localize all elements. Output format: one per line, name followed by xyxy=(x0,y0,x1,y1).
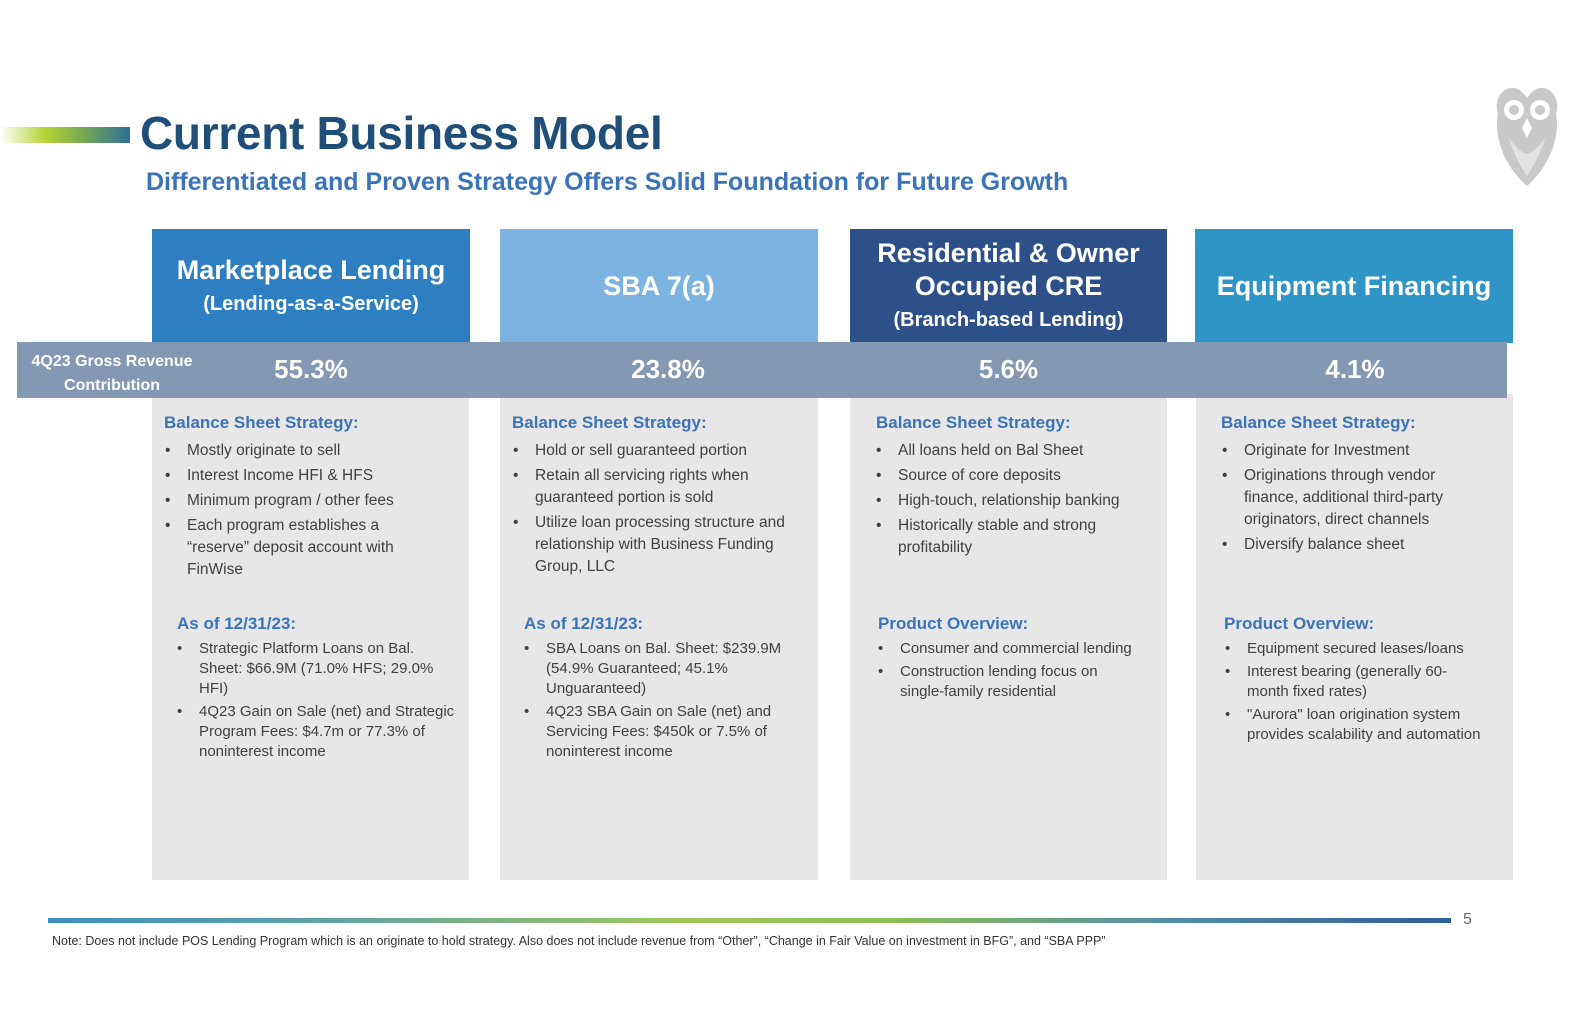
detail-title: As of 12/31/23: xyxy=(177,614,297,633)
page-title: Current Business Model xyxy=(140,107,663,159)
footer-divider xyxy=(48,918,1451,923)
list-item: Construction lending focus on single-fam… xyxy=(877,662,1135,702)
list-item: "Aurora" loan origination system provide… xyxy=(1224,705,1486,745)
strategy-title: Balance Sheet Strategy: xyxy=(1221,413,1416,432)
detail-title: Product Overview: xyxy=(1224,614,1375,633)
strategy-list: Mostly originate to sell Interest Income… xyxy=(164,440,442,584)
list-item: Hold or sell guaranteed portion xyxy=(512,440,790,462)
list-item: Originate for Investment xyxy=(1221,440,1491,462)
detail-list: SBA Loans on Bal. Sheet: $239.9M (54.9% … xyxy=(523,639,805,765)
sba-header: SBA 7(a) xyxy=(500,229,818,343)
list-item: Mostly originate to sell xyxy=(164,440,442,462)
residential-header: Residential & Owner Occupied CRE (Branch… xyxy=(850,229,1167,343)
column-subtitle: (Lending-as-a-Service) xyxy=(203,292,419,315)
list-item: Minimum program / other fees xyxy=(164,490,442,512)
marketplace-header: Marketplace Lending (Lending-as-a-Servic… xyxy=(152,229,470,343)
column-title: Marketplace Lending xyxy=(176,254,446,285)
list-item: Originations through vendor finance, add… xyxy=(1221,465,1491,531)
list-item: Interest Income HFI & HFS xyxy=(164,465,442,487)
list-item: Consumer and commercial lending xyxy=(877,639,1135,659)
list-item: Diversify balance sheet xyxy=(1221,534,1491,556)
list-item: 4Q23 Gain on Sale (net) and Strategic Pr… xyxy=(176,702,458,762)
detail-list: Consumer and commercial lending Construc… xyxy=(877,639,1135,705)
detail-list: Equipment secured leases/loans Interest … xyxy=(1224,639,1486,748)
title-accent-bar xyxy=(0,127,130,143)
owl-icon xyxy=(1496,87,1558,186)
column-title: SBA 7(a) xyxy=(603,270,715,301)
list-item: Retain all servicing rights when guarant… xyxy=(512,465,790,509)
footnote: Note: Does not include POS Lending Progr… xyxy=(52,934,1106,948)
list-item: 4Q23 SBA Gain on Sale (net) and Servicin… xyxy=(523,702,805,762)
list-item: Equipment secured leases/loans xyxy=(1224,639,1486,659)
list-item: Each program establishes a “reserve” dep… xyxy=(164,515,442,581)
list-item: Strategic Platform Loans on Bal. Sheet: … xyxy=(176,639,458,699)
page-number: 5 xyxy=(1463,911,1472,928)
list-item: Source of core deposits xyxy=(875,465,1153,487)
detail-title: Product Overview: xyxy=(878,614,1029,633)
list-item: High-touch, relationship banking xyxy=(875,490,1153,512)
sba-revenue: 23.8% xyxy=(631,354,705,384)
list-item: All loans held on Bal Sheet xyxy=(875,440,1153,462)
list-item: Utilize loan processing structure and re… xyxy=(512,512,790,578)
strategy-list: All loans held on Bal Sheet Source of co… xyxy=(875,440,1153,562)
strategy-title: Balance Sheet Strategy: xyxy=(876,413,1071,432)
detail-title: As of 12/31/23: xyxy=(524,614,644,633)
column-subtitle: (Branch-based Lending) xyxy=(893,309,1124,331)
revenue-band-label: 4Q23 Gross Revenue Contribution xyxy=(31,353,193,394)
equipment-header: Equipment Financing xyxy=(1195,229,1513,343)
list-item: Historically stable and strong profitabi… xyxy=(875,515,1153,559)
strategy-list: Hold or sell guaranteed portion Retain a… xyxy=(512,440,790,581)
equipment-revenue: 4.1% xyxy=(1325,354,1385,384)
detail-list: Strategic Platform Loans on Bal. Sheet: … xyxy=(176,639,458,765)
strategy-title: Balance Sheet Strategy: xyxy=(164,413,359,432)
residential-revenue: 5.6% xyxy=(978,354,1039,384)
strategy-list: Originate for Investment Originations th… xyxy=(1221,440,1491,559)
list-item: SBA Loans on Bal. Sheet: $239.9M (54.9% … xyxy=(523,639,805,699)
strategy-title: Balance Sheet Strategy: xyxy=(512,413,707,432)
column-title: Equipment Financing xyxy=(1216,270,1492,301)
page-subtitle: Differentiated and Proven Strategy Offer… xyxy=(146,168,1069,196)
marketplace-revenue: 55.3% xyxy=(274,354,348,384)
column-title: Residential & Owner Occupied CRE xyxy=(877,238,1140,301)
list-item: Interest bearing (generally 60-month fix… xyxy=(1224,662,1486,702)
revenue-band xyxy=(17,342,1507,398)
